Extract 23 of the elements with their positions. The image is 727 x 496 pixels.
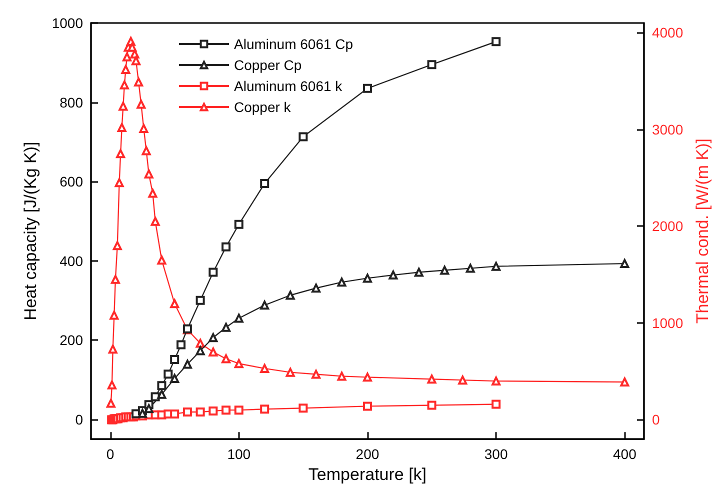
y-tick-label: 0 (75, 411, 84, 428)
y2-axis-title: Thermal cond. [W/(m K)] (693, 138, 712, 324)
x-tick-label: 100 (227, 446, 251, 462)
y-tick-label: 800 (60, 94, 84, 110)
x-tick-label: 200 (356, 446, 380, 462)
y2-tick-label: 1000 (652, 314, 684, 331)
y2-tick-label: 2000 (652, 218, 684, 234)
y-tick-label: 1000 (52, 15, 84, 31)
x-axis-title: Temperature [k] (308, 465, 427, 484)
x-tick-label: 400 (612, 446, 637, 462)
legend-label: Aluminum 6061 k (234, 78, 344, 94)
legend-label: Copper k (234, 99, 292, 115)
x-tick-label: 300 (484, 446, 508, 462)
x-tick-label: 0 (106, 446, 114, 462)
y-tick-label: 400 (60, 252, 84, 269)
y2-tick-label: 0 (652, 412, 660, 428)
legend-label: Aluminum 6061 Cp (234, 36, 354, 52)
y-tick-label: 200 (60, 332, 84, 348)
y-tick-label: 600 (60, 174, 84, 190)
y2-tick-label: 4000 (652, 24, 684, 41)
y2-tick-label: 3000 (652, 121, 684, 138)
y-axis-title: Heat capacity [J/(Kg K)] (21, 142, 40, 320)
legend-label: Copper Cp (234, 57, 302, 73)
